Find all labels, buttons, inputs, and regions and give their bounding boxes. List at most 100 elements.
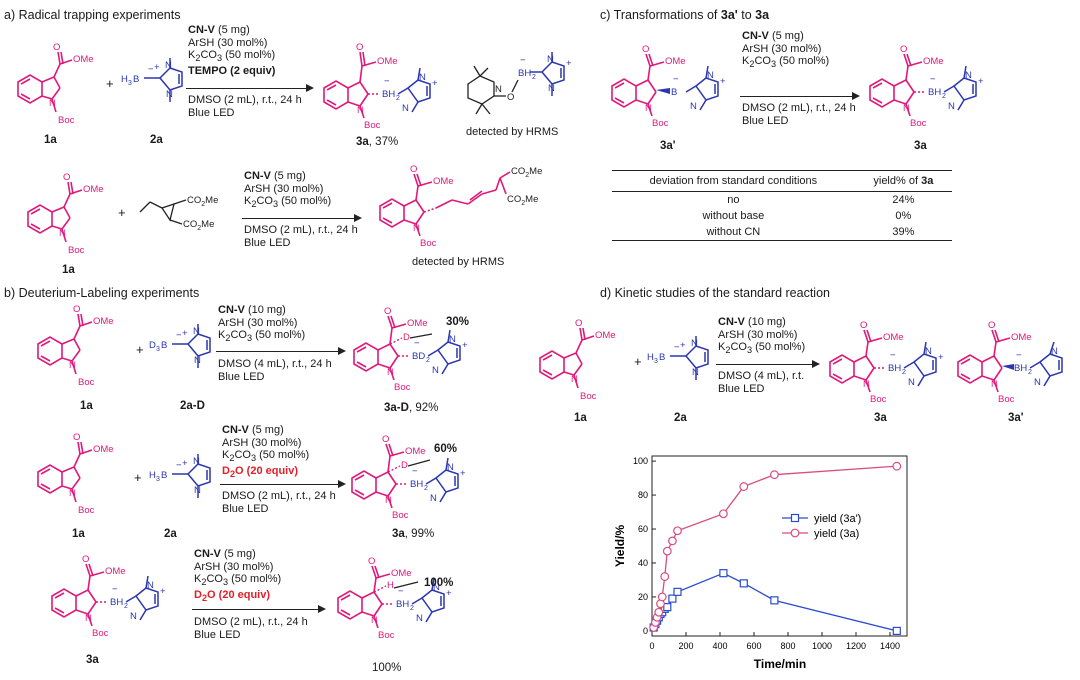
legend-label: yield (3a'): [814, 513, 861, 525]
svg-text:N: N: [495, 84, 502, 95]
plus-sign: +: [136, 342, 144, 357]
data-point: [719, 569, 728, 578]
svg-text:N: N: [692, 367, 699, 378]
molecule-3a-prime-d-section: O OMe N Boc BH 2 − N N: [957, 320, 1063, 405]
svg-text:H: H: [149, 470, 156, 481]
svg-text:N: N: [130, 611, 137, 622]
svg-text:N: N: [433, 582, 440, 593]
svg-text:OMe: OMe: [923, 56, 944, 67]
svg-text:+: +: [462, 340, 468, 351]
kinetic-chart: 0 200 400 600 800 1000 1200 1400 0 20 40 60 80 100 yi…: [613, 455, 908, 671]
molecule-1a-d: O OMe N Boc: [539, 318, 616, 402]
label-1a-b1: 1a: [80, 400, 93, 412]
svg-text:BH: BH: [410, 479, 423, 490]
svg-text:O: O: [575, 318, 582, 329]
svg-text:BH: BH: [396, 599, 409, 610]
svg-text:N: N: [371, 615, 378, 626]
data-point: [663, 603, 672, 612]
conditions-d: CN-V (10 mg) ArSH (30 mol%) K2CO3 (50 mo…: [718, 316, 806, 356]
hrms-note-a1: detected by HRMS: [466, 126, 559, 138]
svg-text:Boc: Boc: [378, 630, 395, 641]
data-point: [769, 470, 779, 480]
reaction-arrow-b3: [192, 605, 326, 613]
svg-text:CO2Me: CO2Me: [183, 219, 214, 232]
svg-text:+: +: [978, 76, 984, 87]
data-point: [770, 596, 779, 605]
plot-frame: [651, 455, 908, 637]
reaction-arrow-d: [716, 360, 820, 368]
data-point: [673, 587, 682, 596]
svg-text:OMe: OMe: [433, 176, 454, 187]
data-point: [892, 461, 902, 471]
conditions-b1: CN-V (10 mg) ArSH (30 mol%) K2CO3 (50 mo…: [218, 304, 306, 344]
svg-text:2: 2: [410, 605, 414, 612]
svg-text:H: H: [121, 74, 128, 85]
x-tick-label: 400: [712, 641, 727, 651]
section-b-title: b) Deuterium-Labeling experiments: [4, 286, 200, 300]
molecule-1a: O OMe N Boc: [17, 42, 94, 126]
svg-text:Boc: Boc: [68, 245, 85, 256]
svg-text:O: O: [356, 42, 363, 53]
data-point: [673, 526, 682, 536]
svg-text:N: N: [991, 379, 998, 390]
svg-text:N: N: [416, 613, 423, 624]
molecule-ring-opened-product: O OMe N Boc CO2Me CO2Me: [379, 164, 542, 249]
data-point: [660, 572, 670, 581]
svg-text:OMe: OMe: [93, 316, 114, 327]
svg-text:N: N: [385, 495, 392, 506]
svg-text:CO2Me: CO2Me: [187, 195, 218, 208]
conditions-c: CN-V (5 mg) ArSH (30 mol%) K2CO3 (50 mol…: [742, 30, 830, 70]
molecule-3a-b2: O OMe D N Boc BH 2 − N + N: [351, 434, 466, 521]
y-tick-label: 40: [638, 558, 648, 568]
reaction-arrow-a1: [186, 84, 314, 92]
svg-text:B: B: [671, 87, 677, 98]
svg-text:+: +: [432, 78, 438, 89]
svg-text:BD: BD: [412, 351, 425, 362]
data-point: [739, 579, 748, 588]
svg-text:H: H: [647, 352, 654, 363]
svg-text:N: N: [548, 83, 555, 94]
svg-text:O: O: [642, 44, 649, 55]
x-axis-label: Time/min: [754, 657, 806, 671]
svg-text:3: 3: [156, 476, 160, 483]
svg-text:N: N: [357, 105, 364, 116]
label-2a-d: 2a-D: [180, 400, 205, 412]
svg-text:N: N: [166, 89, 173, 100]
data-point: [668, 536, 677, 546]
label-3a-b3: 3a: [86, 654, 99, 666]
svg-text:B: B: [133, 74, 139, 85]
svg-text:+: +: [154, 62, 160, 73]
svg-text:Boc: Boc: [78, 505, 95, 516]
deuterium-percent-b3: 100%: [424, 577, 454, 589]
legend-label: yield (3a): [814, 528, 859, 540]
y-tick-label: 0: [643, 626, 648, 636]
legend-marker: [790, 513, 800, 523]
svg-text:2: 2: [396, 95, 400, 102]
svg-text:Boc: Boc: [652, 118, 669, 129]
conditions-c-bottom: DMSO (2 mL), r.t., 24 h Blue LED: [742, 102, 856, 127]
conditions-table: deviation from standard conditions yield…: [612, 170, 952, 241]
molecule-vinylcyclopropane: CO2Me CO2Me: [139, 195, 218, 232]
svg-text:2: 2: [902, 369, 906, 376]
svg-text:N: N: [965, 70, 972, 81]
table-header-deviation: deviation from standard conditions: [612, 170, 855, 192]
section-a-title: a) Radical trapping experiments: [4, 8, 181, 22]
plus-sign: +: [106, 76, 114, 91]
svg-text:Boc: Boc: [420, 238, 437, 249]
label-1a-a2: 1a: [62, 264, 75, 276]
svg-text:−: −: [1016, 350, 1022, 361]
svg-text:Boc: Boc: [78, 377, 95, 388]
label-1a-b2: 1a: [72, 528, 85, 540]
svg-text:B: B: [161, 340, 167, 351]
svg-text:N: N: [547, 54, 554, 65]
y-tick-label: 100: [633, 456, 648, 466]
conditions-b3-bottom: DMSO (2 mL), r.t., 24 h Blue LED: [194, 616, 308, 641]
svg-text:N: N: [165, 60, 172, 71]
svg-text:Boc: Boc: [392, 510, 409, 521]
svg-text:N: N: [430, 493, 437, 504]
plus-sign: +: [118, 205, 126, 220]
svg-text:B: B: [659, 352, 665, 363]
svg-text:+: +: [460, 468, 466, 479]
table-row: without base 0%: [702, 210, 912, 222]
svg-text:O: O: [53, 42, 60, 53]
